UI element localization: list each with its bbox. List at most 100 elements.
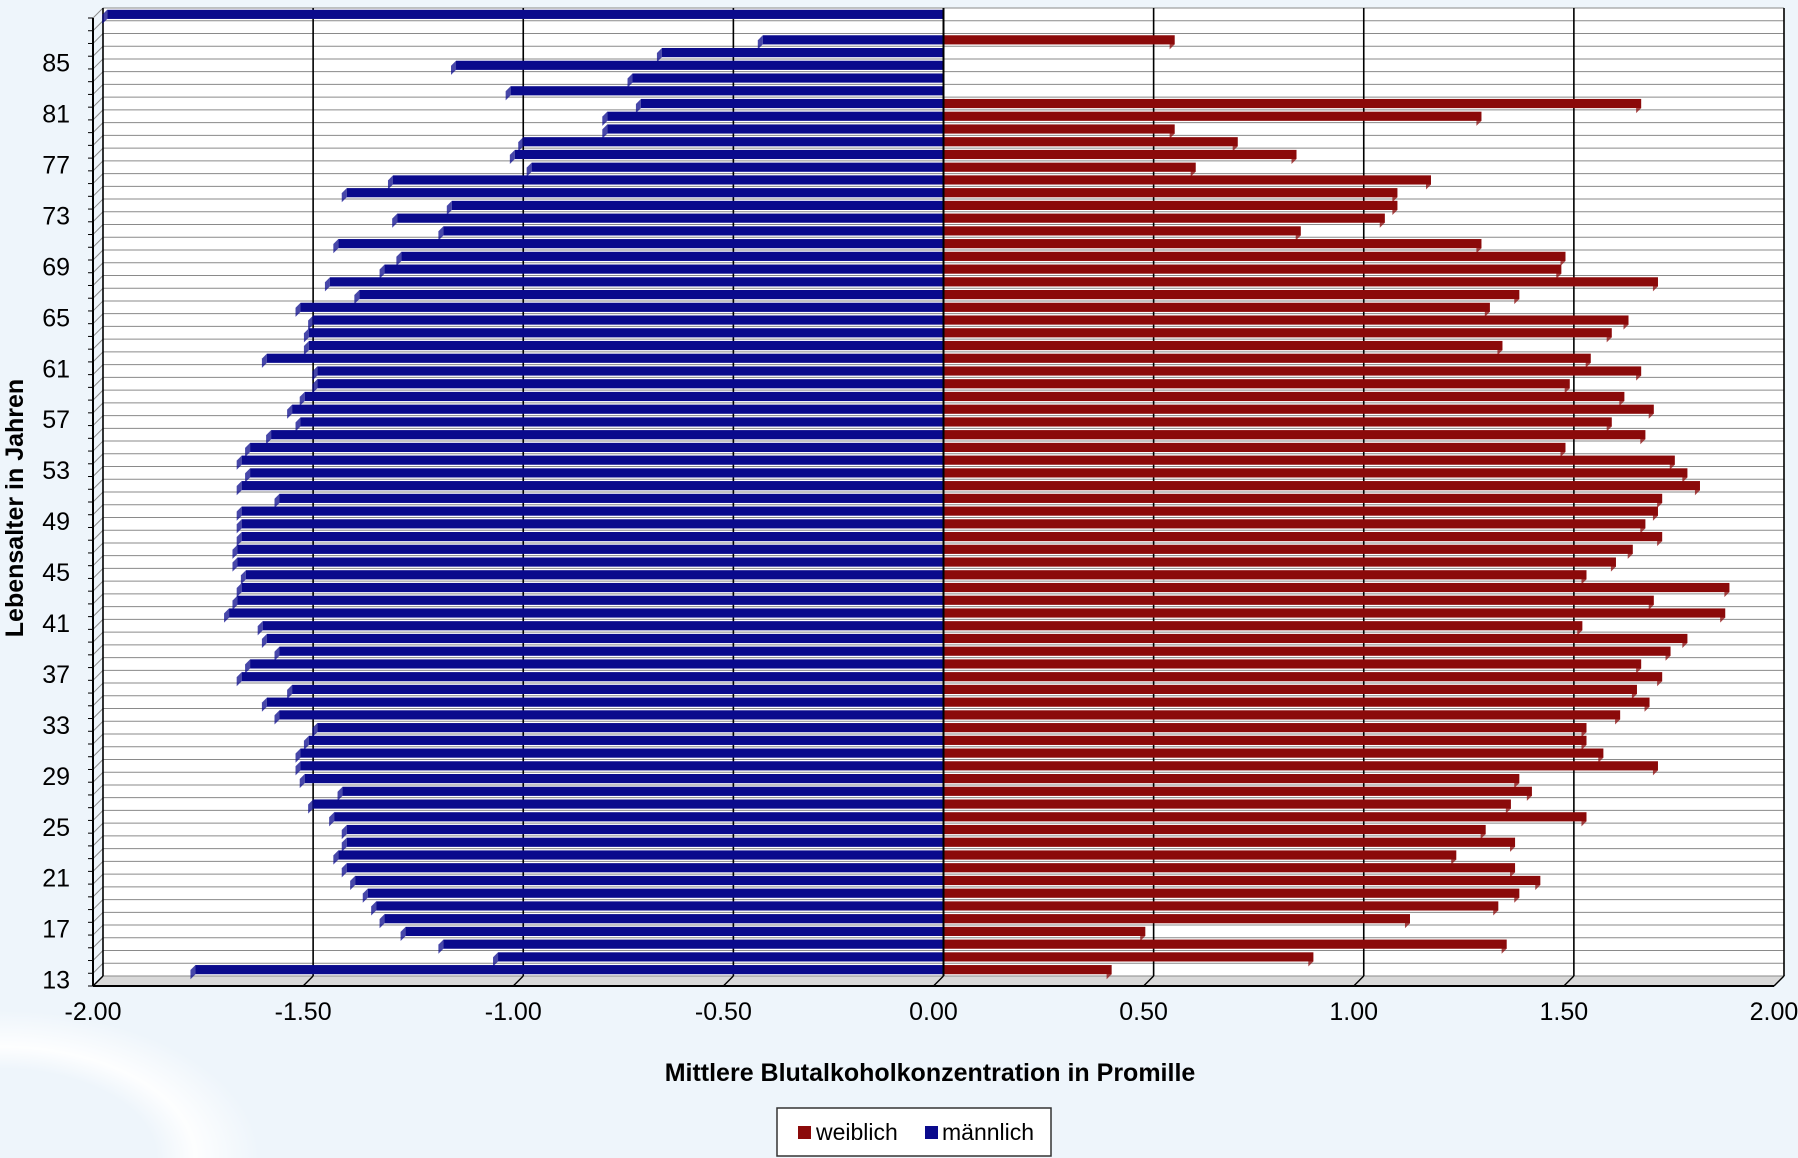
bar-maennlich-age-55 <box>271 430 944 440</box>
bar-weiblich-age-59 <box>943 379 1570 389</box>
y-axis-title: Lebensalter in Jahren <box>1 379 29 637</box>
y-tick-label: 33 <box>42 712 70 740</box>
bar-weiblich-age-74 <box>943 188 1398 198</box>
y-tick-label: 61 <box>42 355 70 383</box>
bar-maennlich-age-29 <box>300 761 944 771</box>
bar-depth-maennlich <box>266 430 272 445</box>
bar-maennlich-age-21 <box>346 863 944 873</box>
bar-depth-maennlich <box>299 391 305 407</box>
v-gridline-depth <box>1143 975 1155 987</box>
bar-maennlich-age-27 <box>342 786 944 796</box>
bar-maennlich-age-22 <box>338 850 944 860</box>
y-tick-label: 69 <box>42 253 70 281</box>
v-gridline-depth <box>302 975 314 987</box>
y-tick-label: 81 <box>42 101 70 129</box>
bar-weiblich-age-22 <box>943 850 1457 860</box>
bar-maennlich-age-28 <box>304 773 944 784</box>
bar-weiblich-age-14 <box>943 952 1314 962</box>
bar-weiblich-age-29 <box>943 761 1658 771</box>
v-gridline-depth <box>933 975 944 987</box>
bar-weiblich-age-58 <box>943 391 1625 402</box>
h-gridline-depth <box>92 771 104 783</box>
bar-weiblich-age-55 <box>943 430 1646 440</box>
bar-maennlich-age-70 <box>338 239 944 249</box>
y-tick-label: 73 <box>42 202 70 230</box>
v-gridline-depth <box>92 975 104 987</box>
h-gridline-depth <box>92 657 104 668</box>
h-gridline-depth <box>92 236 104 248</box>
bar-maennlich-age-23 <box>346 837 944 847</box>
h-gridline-depth <box>92 746 104 758</box>
bar-weiblich-age-65 <box>943 302 1490 312</box>
h-gridline-depth <box>92 160 104 172</box>
bar-maennlich-age-80 <box>607 111 944 121</box>
y-tick-label: 29 <box>42 763 70 791</box>
bar-maennlich-age-32 <box>317 723 944 733</box>
bar-maennlich-age-54 <box>250 442 944 453</box>
bar-depth-maennlich <box>287 684 293 700</box>
h-gridline-depth <box>92 427 104 439</box>
bar-depth-maennlich <box>257 621 263 636</box>
bar-depth-maennlich <box>308 799 314 814</box>
bar-depth-maennlich <box>350 875 356 891</box>
bar-weiblich-age-71 <box>943 226 1301 236</box>
bar-depth-maennlich <box>635 98 641 114</box>
x-tick-label: 0.00 <box>909 998 958 1026</box>
h-gridline-depth <box>92 491 104 503</box>
bar-weiblich-age-68 <box>943 264 1562 274</box>
h-gridline-depth <box>92 568 104 579</box>
h-gridline-depth <box>92 886 104 898</box>
h-gridline-depth <box>92 224 104 235</box>
bar-depth-maennlich <box>245 468 251 483</box>
y-tick-label: 85 <box>42 50 70 78</box>
bar-depth-maennlich <box>261 633 267 649</box>
bar-maennlich-age-42 <box>237 595 944 605</box>
bar-depth-maennlich <box>341 837 347 852</box>
bar-maennlich-age-86 <box>762 35 944 45</box>
bar-depth-maennlich <box>602 124 608 139</box>
bar-maennlich-age-60 <box>317 366 944 376</box>
bar-weiblich-age-39 <box>943 633 1688 644</box>
bar-weiblich-age-23 <box>943 837 1516 847</box>
bar-weiblich-age-24 <box>943 824 1486 835</box>
bar-weiblich-age-18 <box>943 901 1499 911</box>
bar-maennlich-age-20 <box>355 875 944 886</box>
bar-depth-maennlich <box>505 86 511 101</box>
bar-maennlich-age-78 <box>523 137 944 147</box>
bar-maennlich-age-84 <box>456 60 944 70</box>
bar-depth-maennlich <box>371 901 377 916</box>
h-gridline-depth <box>92 669 104 681</box>
bar-depth-maennlich <box>236 672 242 687</box>
bar-depth-maennlich <box>295 748 301 763</box>
bar-maennlich-age-50 <box>279 493 944 503</box>
h-gridline-depth <box>92 275 104 286</box>
bar-depth-maennlich <box>236 531 242 547</box>
bar-weiblich-age-67 <box>943 277 1658 287</box>
h-gridline-depth <box>92 899 104 910</box>
bar-maennlich-age-41 <box>229 608 944 618</box>
bar-weiblich-age-32 <box>943 723 1587 733</box>
bar-maennlich-age-45 <box>237 557 944 567</box>
bar-weiblich-age-19 <box>943 888 1520 898</box>
bar-weiblich-age-61 <box>943 353 1591 363</box>
h-gridline-depth <box>92 797 104 809</box>
bar-weiblich-age-69 <box>943 251 1566 261</box>
v-gridline-depth <box>1563 975 1575 987</box>
h-gridline-depth <box>92 619 104 630</box>
bar-depth-maennlich <box>224 608 230 623</box>
y-tick-label: 17 <box>42 916 70 944</box>
bar-weiblich-age-43 <box>943 582 1730 593</box>
y-tick-label: 57 <box>42 406 70 434</box>
h-gridline-depth <box>92 415 104 426</box>
y-tick-label: 37 <box>42 661 70 689</box>
bar-depth-maennlich <box>303 328 309 343</box>
bar-weiblich-age-44 <box>943 570 1587 580</box>
bar-weiblich-age-80 <box>943 111 1482 121</box>
bar-maennlich-age-74 <box>346 188 944 198</box>
bar-maennlich-age-77 <box>514 149 944 160</box>
bar-weiblich-age-28 <box>943 773 1520 784</box>
plot-area: -2.00 -1.50 -1.00 -0.50 0.00 0.50 1.00 1.50 2.00… <box>42 7 1798 1026</box>
bar-weiblich-age-57 <box>943 404 1654 414</box>
h-gridline-depth <box>92 389 104 401</box>
